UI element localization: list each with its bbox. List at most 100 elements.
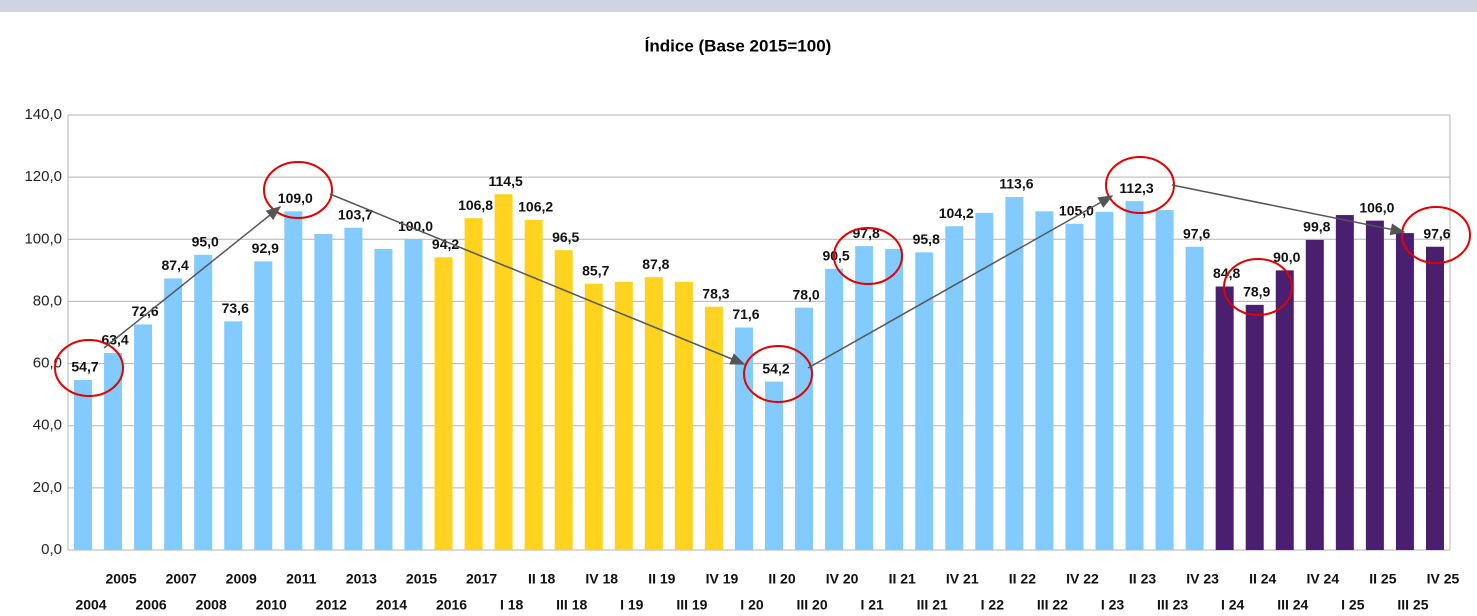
highlight-circle	[743, 345, 813, 403]
bar	[374, 248, 393, 551]
data-label: 90,0	[1273, 249, 1300, 265]
bar	[344, 227, 363, 550]
arrow	[807, 195, 1114, 369]
bar	[915, 252, 934, 551]
bar	[404, 239, 423, 551]
x-tick-label: II 20	[768, 571, 795, 587]
x-tick-label: 2011	[286, 571, 317, 587]
data-label: 90,5	[822, 248, 849, 264]
arrow	[103, 206, 282, 349]
data-label: 78,0	[792, 286, 819, 302]
bar	[1035, 211, 1054, 551]
data-label: 95,8	[913, 231, 940, 247]
y-tick-label: 40,0	[33, 417, 62, 434]
x-tick-label: 2005	[105, 571, 136, 587]
x-tick-label: IV 23	[1186, 571, 1219, 587]
data-label: 71,6	[732, 306, 759, 322]
x-tick-label: III 20	[796, 597, 827, 611]
annotations	[54, 156, 1471, 403]
bar	[314, 234, 333, 550]
y-tick-label: 140,0	[24, 106, 62, 123]
arrow	[1171, 184, 1406, 236]
bar	[734, 327, 753, 550]
data-label: 73,6	[222, 300, 249, 316]
bar	[1365, 220, 1384, 550]
x-tick-label: III 22	[1037, 597, 1068, 611]
bar	[1185, 246, 1204, 550]
x-tick-label: I 25	[1341, 597, 1365, 611]
y-tick-label: 120,0	[24, 168, 62, 185]
data-label: 85,7	[582, 262, 609, 278]
highlight-circle	[1223, 258, 1293, 316]
bar	[284, 211, 303, 551]
bar	[795, 307, 814, 550]
x-tick-label: I 24	[1221, 597, 1245, 611]
bar	[614, 281, 633, 550]
data-label: 106,2	[518, 199, 553, 215]
x-tick-label: IV 24	[1306, 571, 1339, 587]
x-tick-label: 2007	[166, 571, 197, 587]
x-tick-label: 2016	[436, 597, 467, 611]
data-label: 100,0	[398, 218, 433, 234]
x-tick-label: 2010	[256, 597, 287, 611]
x-tick-label: II 24	[1249, 571, 1276, 587]
data-label: 87,4	[162, 257, 189, 273]
bar	[1065, 223, 1084, 550]
data-label: 87,8	[642, 256, 669, 272]
data-label: 113,6	[999, 176, 1033, 192]
bar	[1395, 233, 1414, 551]
x-tick-label: I 23	[1101, 597, 1125, 611]
bar	[554, 250, 573, 551]
x-tick-label: I 20	[740, 597, 764, 611]
x-tick-label: IV 22	[1066, 571, 1099, 587]
data-label: 97,6	[1423, 225, 1450, 241]
chart-title: Índice (Base 2015=100)	[645, 36, 832, 55]
data-label: 54,2	[762, 360, 789, 376]
x-tick-label: II 25	[1369, 571, 1396, 587]
bar	[254, 261, 273, 550]
x-tick-label: 2015	[406, 571, 437, 587]
data-label: 78,3	[702, 285, 729, 301]
data-label: 96,5	[552, 229, 579, 245]
x-tick-label: III 21	[917, 597, 948, 611]
bar	[104, 353, 123, 550]
bar	[825, 268, 844, 550]
arrow	[329, 193, 746, 365]
bar	[1155, 210, 1174, 551]
x-tick-label: 2006	[136, 597, 167, 611]
x-tick-label: 2013	[346, 571, 377, 587]
x-tick-label: 2009	[226, 571, 257, 587]
data-label: 103,7	[338, 206, 373, 222]
x-tick-label: IV 19	[706, 571, 739, 587]
y-tick-label: 0,0	[41, 541, 62, 558]
x-tick-label: II 21	[889, 571, 916, 587]
bar	[434, 257, 453, 550]
y-tick-label: 80,0	[33, 292, 62, 309]
data-label: 97,6	[1183, 225, 1210, 241]
bar	[464, 218, 483, 550]
bar	[644, 277, 663, 550]
x-tick-label: III 19	[676, 597, 707, 611]
x-tick-label: III 18	[556, 597, 587, 611]
data-label: 84,8	[1213, 265, 1240, 281]
bar	[1005, 197, 1024, 550]
x-tick-label: I 21	[860, 597, 884, 611]
bar	[765, 381, 784, 550]
data-label: 104,2	[939, 205, 974, 221]
bar	[164, 278, 183, 550]
highlight-circle	[54, 339, 124, 397]
plot: 0,020,040,060,080,0100,0120,0140,0200454…	[24, 106, 1459, 613]
y-tick-label: 100,0	[24, 230, 62, 247]
x-tick-label: 2012	[316, 597, 347, 611]
x-tick-label: 2008	[196, 597, 227, 611]
bar	[524, 220, 543, 550]
bar	[885, 248, 904, 551]
x-tick-label: III 23	[1157, 597, 1188, 611]
x-tick-label: II 18	[528, 571, 555, 587]
data-label: 109,0	[278, 190, 313, 206]
bar	[1215, 286, 1234, 550]
x-tick-label: IV 20	[826, 571, 859, 587]
bar	[194, 254, 213, 551]
